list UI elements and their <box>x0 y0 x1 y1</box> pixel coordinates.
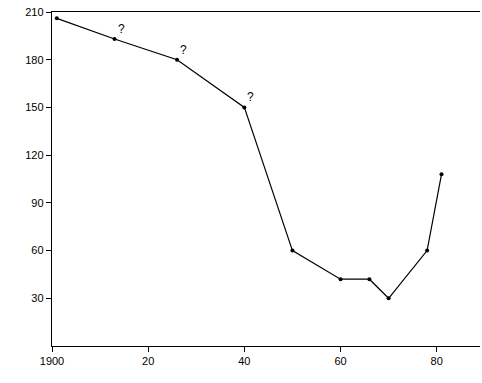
svg-text:210: 210 <box>25 6 43 18</box>
svg-text:60: 60 <box>31 244 43 256</box>
svg-text:?: ? <box>118 22 125 36</box>
svg-text:40: 40 <box>238 355 250 367</box>
svg-text:120: 120 <box>25 149 43 161</box>
svg-text:30: 30 <box>31 292 43 304</box>
svg-text:150: 150 <box>25 101 43 113</box>
svg-text:60: 60 <box>334 355 346 367</box>
svg-text:90: 90 <box>31 197 43 209</box>
svg-text:80: 80 <box>431 355 443 367</box>
svg-text:20: 20 <box>142 355 154 367</box>
svg-text:1900: 1900 <box>40 355 64 367</box>
svg-text:?: ? <box>247 90 254 104</box>
svg-text:?: ? <box>180 43 187 57</box>
svg-text:180: 180 <box>25 54 43 66</box>
